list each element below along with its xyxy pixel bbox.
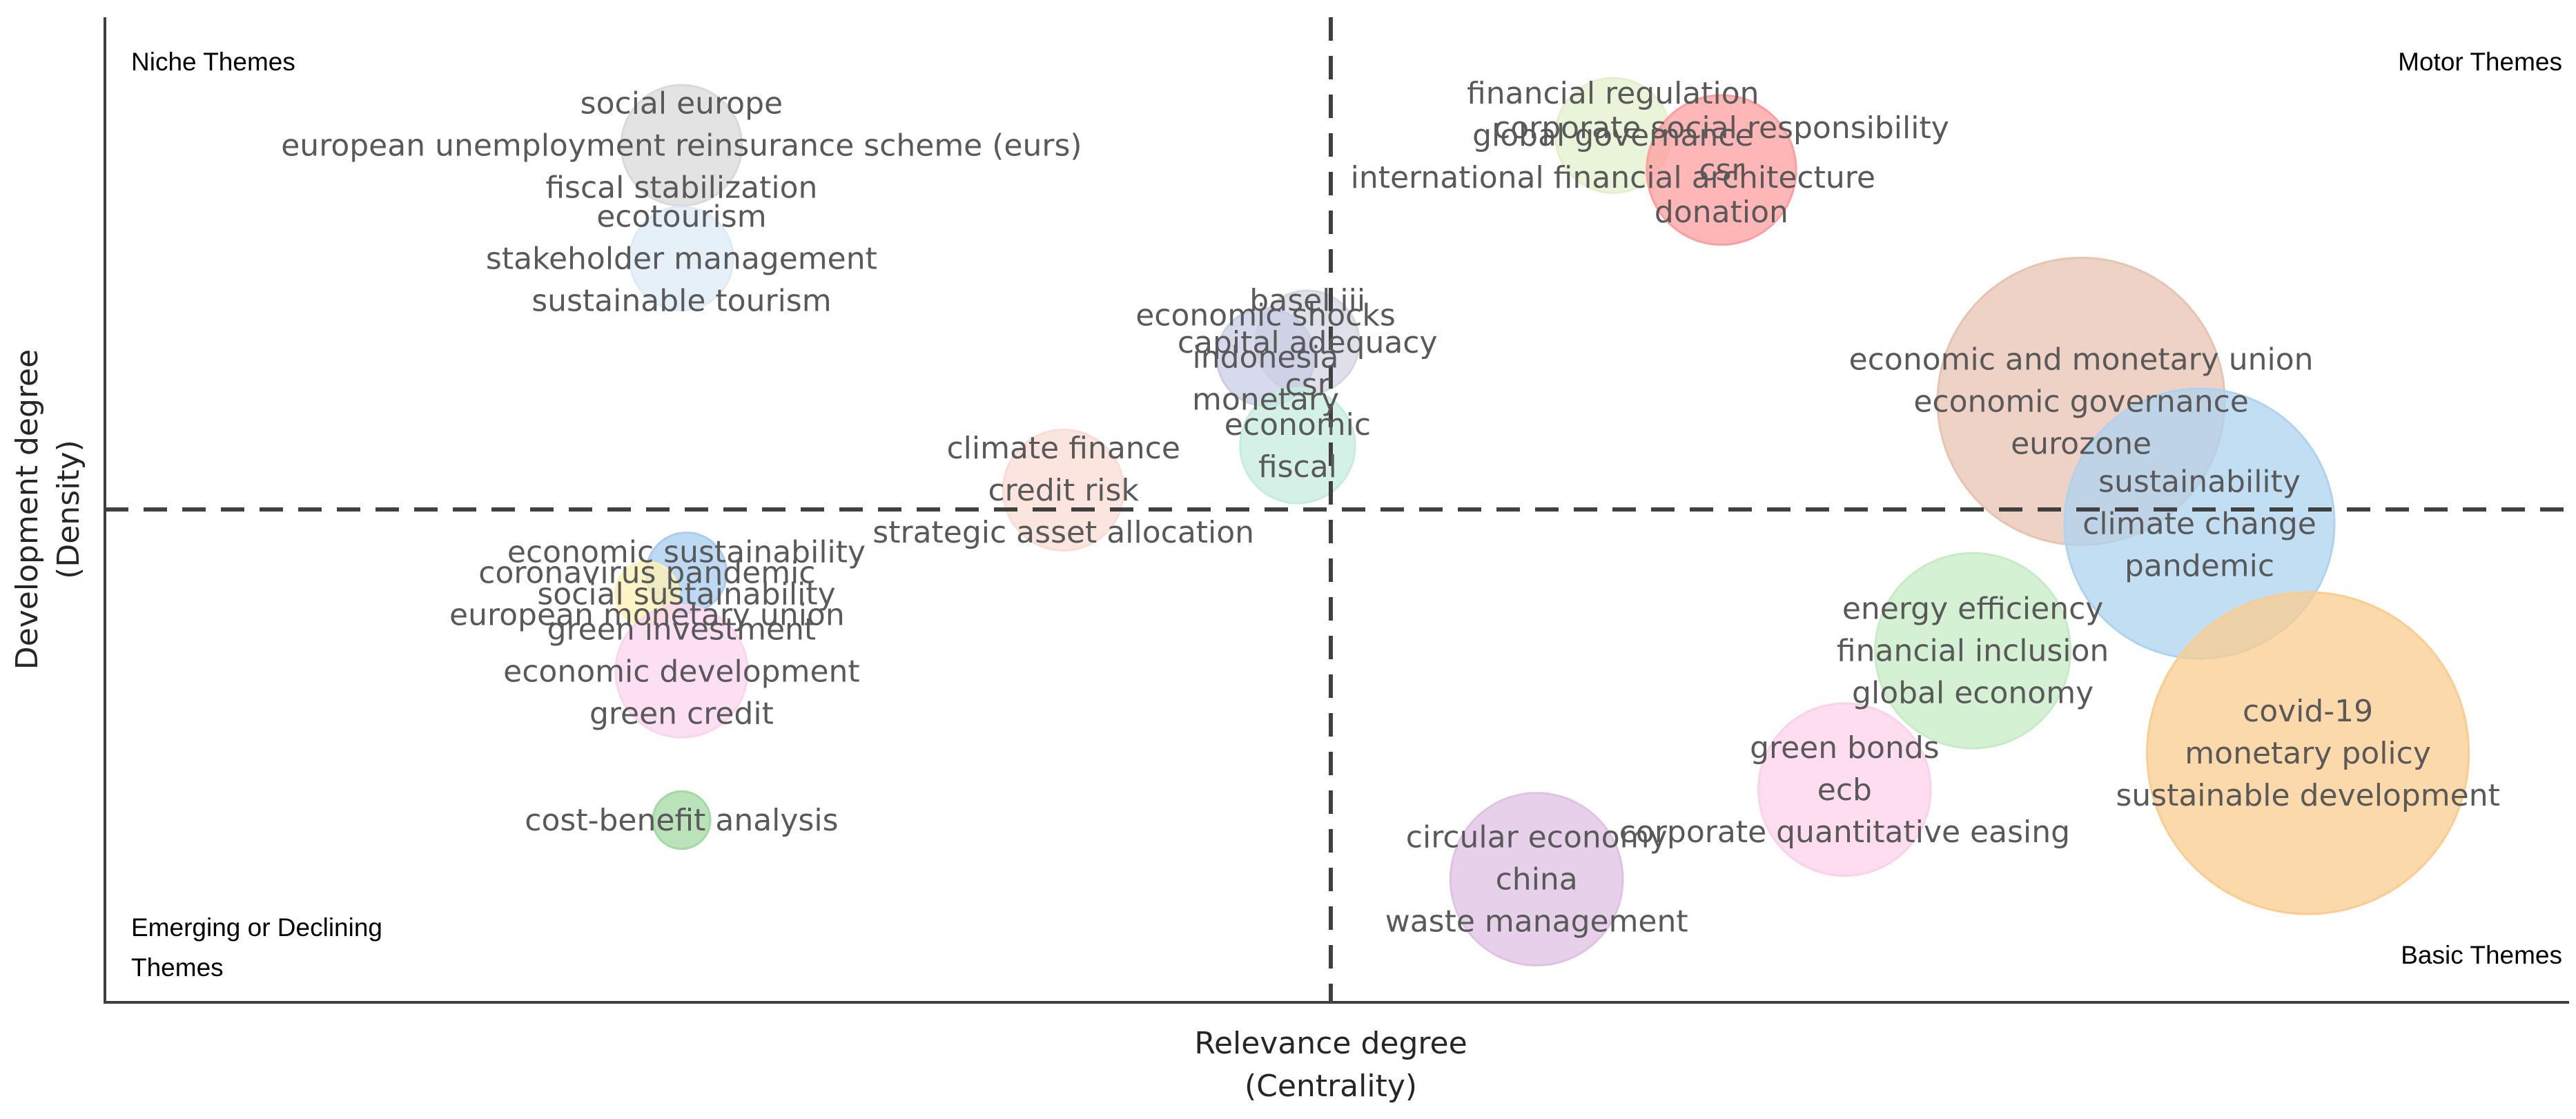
cluster-bubble-2 <box>629 206 734 312</box>
cluster-9-label-2: economic governance <box>1913 385 2249 420</box>
cluster-16-label-2: european monetary union <box>449 597 845 632</box>
cluster-14-label-2: monetary policy <box>2185 736 2431 771</box>
quadrant-label-basic: Basic Themes <box>2401 941 2562 969</box>
cluster-11-label-2: financial inclusion <box>1837 634 2109 669</box>
cluster-bubble-11 <box>1874 552 2072 750</box>
cluster-6-label-2: credit risk <box>988 473 1139 508</box>
cluster-9-label-3: eurozone <box>2011 427 2151 462</box>
cluster-1-label-1: social europe <box>580 86 783 121</box>
quadrant-label-emerging-line1: Emerging or Declining <box>131 913 382 942</box>
cluster-labels: social europe european unemployment reins… <box>281 76 2500 939</box>
cluster-bubble-6 <box>1002 429 1125 552</box>
cluster-3-label-2: capital adequacy <box>1178 325 1438 360</box>
cluster-9-label-1: economic and monetary union <box>1849 342 2314 378</box>
quadrant-label-emerging-line2: Themes <box>131 953 224 982</box>
cluster-8-label-3: donation <box>1655 195 1788 230</box>
cluster-bubble-13 <box>1449 792 1624 966</box>
cluster-bubble-1 <box>620 84 743 207</box>
cluster-6-label-1: climate finance <box>946 431 1180 466</box>
cluster-bubble-5 <box>1239 387 1356 505</box>
cluster-4-label-3: monetary <box>1192 382 1339 417</box>
cluster-11-label-3: global economy <box>1852 676 2094 711</box>
cluster-bubble-14 <box>2146 591 2470 915</box>
cluster-17-label-2: economic development <box>503 654 860 690</box>
quadrant-label-motor: Motor Themes <box>2398 48 2562 76</box>
cluster-10-label-3: pandemic <box>2125 549 2274 584</box>
cluster-11-label-1: energy efficiency <box>1842 592 2104 627</box>
cluster-15-label-2: social sustainability <box>537 576 835 612</box>
quadrant-label-niche: Niche Themes <box>131 48 295 76</box>
cluster-5-label-1: economic <box>1224 407 1371 442</box>
cluster-14-label-3: sustainable development <box>2116 778 2500 813</box>
quadrant-labels: Niche Themes Motor Themes Emerging or De… <box>131 48 2562 982</box>
cluster-14-label-1: covid-19 <box>2243 694 2373 729</box>
cluster-17-label-1: green investment <box>547 612 817 648</box>
axis-titles: Relevance degree (Centrality) Developmen… <box>10 349 1467 1104</box>
y-axis-title: Development degree <box>10 349 45 670</box>
cluster-13-label-2: china <box>1496 862 1578 897</box>
cluster-12-label-3: corporate quantitative easing <box>1619 815 2070 850</box>
y-axis-subtitle: (Density) <box>51 440 86 579</box>
cluster-17-label-3: green credit <box>589 697 774 732</box>
x-axis-title: Relevance degree <box>1194 1026 1467 1061</box>
cluster-16-label-1: coronavirus pandemic <box>478 555 815 590</box>
cluster-7-label-3: international financial architecture <box>1351 160 1875 195</box>
axes <box>104 17 2569 1004</box>
x-axis-subtitle: (Centrality) <box>1245 1069 1417 1104</box>
cluster-18-label-1: cost-benefit analysis <box>525 803 838 838</box>
cluster-10-label-2: climate change <box>2082 507 2316 542</box>
cluster-1-label-3: fiscal stabilization <box>545 171 817 206</box>
cluster-2-label-3: sustainable tourism <box>531 284 831 319</box>
cluster-12-label-2: ecb <box>1817 772 1872 808</box>
cluster-7-label-1: financial regulation <box>1467 76 1759 111</box>
cluster-8-label-2: csr <box>1699 153 1744 188</box>
cluster-bubble-17 <box>614 604 749 739</box>
cluster-bubble-18 <box>652 790 712 850</box>
cluster-2-label-2: stakeholder management <box>486 242 877 277</box>
bubble-layer <box>614 77 2470 966</box>
cluster-3-label-3: csr <box>1285 367 1331 402</box>
cluster-4-label-1: economic shocks <box>1135 298 1396 333</box>
cluster-4-label-2: indonesia <box>1192 340 1338 375</box>
cluster-13-label-3: waste management <box>1385 904 1688 940</box>
cluster-13-label-1: circular economy <box>1406 820 1668 855</box>
cluster-8-label-1: corporate social responsibility <box>1494 110 1949 146</box>
cluster-5-label-2: fiscal <box>1258 449 1337 485</box>
cluster-bubble-12 <box>1757 702 1932 877</box>
cluster-7-label-2: global governance <box>1472 118 1753 153</box>
cluster-6-label-3: strategic asset allocation <box>872 515 1254 550</box>
cluster-1-label-2: european unemployment reinsurance scheme… <box>281 128 1082 164</box>
cluster-15-label-1: economic sustainability <box>507 534 866 570</box>
cluster-2-label-1: ecotourism <box>596 200 766 235</box>
cluster-12-label-1: green bonds <box>1750 730 1940 766</box>
cluster-10-label-1: sustainability <box>2098 465 2301 500</box>
cluster-3-label-1: basel iii <box>1249 283 1365 318</box>
cluster-bubble-8 <box>1646 94 1797 246</box>
